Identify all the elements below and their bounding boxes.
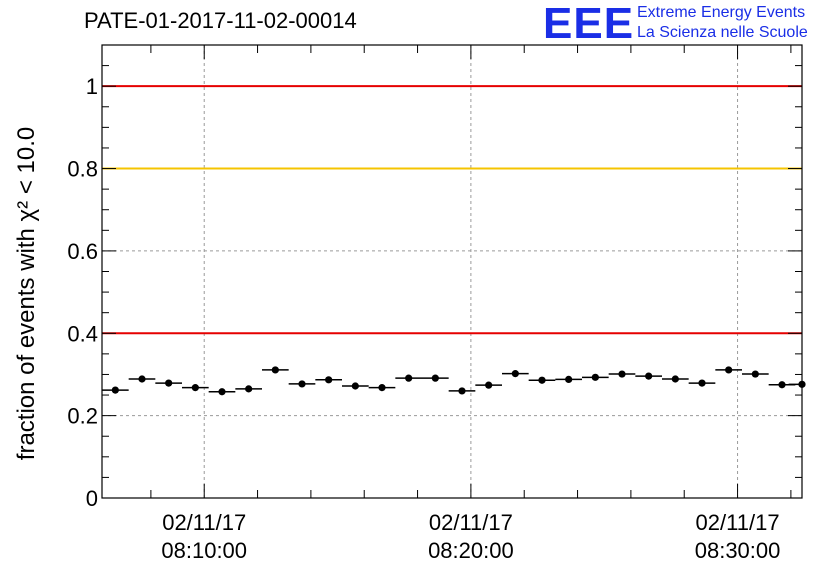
logo-line-1: Extreme Energy Events [637, 4, 806, 21]
x-tick-date-label: 02/11/17 [429, 510, 513, 535]
data-point [511, 370, 519, 378]
data-point [298, 380, 306, 388]
y-tick-label: 1 [86, 74, 98, 99]
x-tick-date-label: 02/11/17 [162, 510, 246, 535]
data-point [218, 388, 226, 396]
x-tick-time-label: 08:30:00 [695, 538, 781, 563]
y-tick-label: 0.8 [67, 157, 98, 182]
data-point [751, 370, 759, 378]
data-point [725, 366, 733, 374]
data-point [138, 375, 146, 383]
plot-frame [101, 44, 803, 499]
data-point [165, 379, 173, 387]
data-point [111, 386, 119, 394]
logo-line-2: La Scienza nelle Scuole [637, 24, 808, 41]
data-point [485, 381, 493, 389]
chart-title: PATE-01-2017-11-02-00014 [84, 8, 357, 33]
data-point [351, 382, 359, 390]
data-point [645, 372, 653, 380]
x-tick-date-label: 02/11/17 [696, 510, 780, 535]
data-point [591, 373, 599, 381]
data-point [458, 387, 466, 395]
data-point [698, 379, 706, 387]
data-point [325, 376, 333, 384]
data-point [378, 384, 386, 392]
y-tick-label: 0 [86, 486, 98, 511]
x-tick-time-label: 08:10:00 [161, 538, 247, 563]
data-point [271, 366, 279, 374]
x-tick-time-label: 08:20:00 [428, 538, 514, 563]
data-point [778, 381, 786, 389]
y-tick-label: 0.2 [67, 404, 98, 429]
data-point [798, 380, 806, 388]
data-point [245, 385, 253, 393]
data-point [671, 375, 679, 383]
data-point [538, 376, 546, 384]
y-tick-label: 0.4 [67, 321, 98, 346]
logo-mark: EEE [543, 0, 635, 48]
y-axis-label: fraction of events with χ² < 10.0 [13, 127, 40, 460]
data-point [431, 374, 439, 382]
data-point [565, 375, 573, 383]
data-point [405, 374, 413, 382]
data-point [191, 384, 199, 392]
data-point [618, 370, 626, 378]
y-tick-label: 0.6 [67, 239, 98, 264]
eee-logo: EEE Extreme Energy Events La Scienza nel… [543, 2, 833, 46]
